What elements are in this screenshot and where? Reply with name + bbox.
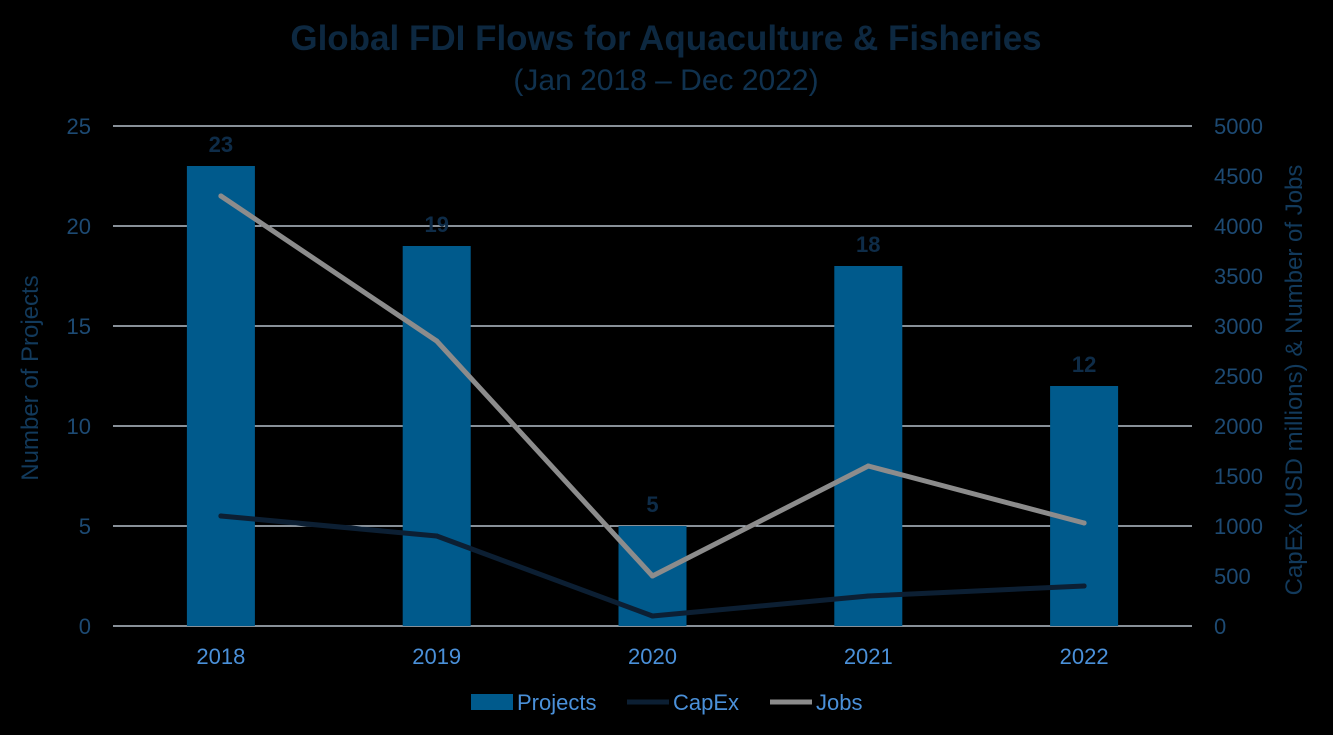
legend-swatch-projects — [471, 694, 513, 710]
point-capex-2021 — [865, 593, 871, 599]
point-jobs-2018 — [218, 193, 224, 199]
bar-data-label: 18 — [856, 232, 880, 257]
bar-data-label: 12 — [1072, 352, 1096, 377]
category-tick-label: 2022 — [1060, 644, 1109, 669]
left-axis-tick-label: 10 — [67, 414, 91, 439]
category-tick-label: 2021 — [844, 644, 893, 669]
legend-label-jobs: Jobs — [816, 690, 862, 715]
left-axis-tick-label: 20 — [67, 214, 91, 239]
point-capex-2022 — [1081, 583, 1087, 589]
point-jobs-2022 — [1081, 520, 1087, 526]
bar-data-label: 19 — [424, 212, 448, 237]
point-jobs-2019 — [434, 338, 440, 344]
right-axis-tick-label: 0 — [1214, 614, 1226, 639]
right-axis-tick-label: 2500 — [1214, 364, 1263, 389]
bar-projects-2022 — [1050, 386, 1119, 626]
right-axis-tick-label: 1000 — [1214, 514, 1263, 539]
line-series — [218, 193, 1087, 619]
bar-projects-2021 — [834, 266, 903, 626]
right-axis-tick-label: 2000 — [1214, 414, 1263, 439]
left-axis-tick-label: 25 — [67, 114, 91, 139]
right-axis-tick-label: 5000 — [1214, 114, 1263, 139]
bar-data-label: 23 — [209, 132, 233, 157]
right-axis-ticks: 0 500 1000 1500 2000 2500 3000 3500 4000 4500 5000 — [1214, 114, 1263, 639]
category-tick-label: 2019 — [412, 644, 461, 669]
right-axis-title: CapEx (USD millions) & Number of Jobs — [1281, 165, 1308, 596]
legend: Projects CapEx Jobs — [471, 690, 862, 715]
legend-label-capex: CapEx — [673, 690, 739, 715]
chart-title: Global FDI Flows for Aquaculture & Fishe… — [290, 19, 1041, 58]
left-axis-ticks: 0 5 10 15 20 25 — [67, 114, 91, 639]
right-axis-tick-label: 3500 — [1214, 264, 1263, 289]
right-axis-tick-label: 3000 — [1214, 314, 1263, 339]
category-tick-label: 2018 — [196, 644, 245, 669]
category-tick-label: 2020 — [628, 644, 677, 669]
point-capex-2019 — [434, 533, 440, 539]
chart-subtitle: (Jan 2018 – Dec 2022) — [513, 64, 818, 97]
bar-data-label: 5 — [646, 492, 658, 517]
right-axis-tick-label: 4500 — [1214, 164, 1263, 189]
right-axis-tick-label: 4000 — [1214, 214, 1263, 239]
projects-data-labels: 23 19 5 18 12 — [209, 132, 1097, 517]
point-capex-2018 — [218, 513, 224, 519]
left-axis-tick-label: 5 — [79, 514, 91, 539]
right-axis-tick-label: 500 — [1214, 564, 1251, 589]
bar-projects-2018 — [186, 166, 255, 626]
left-axis-tick-label: 0 — [79, 614, 91, 639]
category-axis-ticks: 2018 2019 2020 2021 2022 — [196, 644, 1108, 669]
left-axis-tick-label: 15 — [67, 314, 91, 339]
bar-projects-2019 — [402, 246, 471, 626]
right-axis-tick-label: 1500 — [1214, 464, 1263, 489]
point-capex-2020 — [650, 613, 655, 619]
point-jobs-2020 — [650, 573, 655, 579]
point-jobs-2021 — [865, 463, 871, 469]
left-axis-title: Number of Projects — [17, 275, 44, 480]
legend-label-projects: Projects — [517, 690, 596, 715]
